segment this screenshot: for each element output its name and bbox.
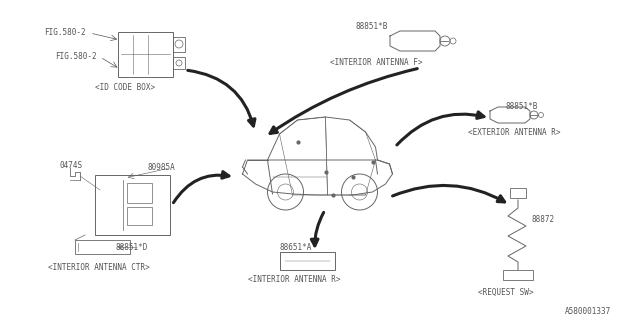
Text: <ID CODE BOX>: <ID CODE BOX>	[95, 83, 155, 92]
FancyArrowPatch shape	[311, 212, 324, 246]
Text: <INTERIOR ANTENNA R>: <INTERIOR ANTENNA R>	[248, 275, 340, 284]
Text: 88872: 88872	[532, 215, 555, 224]
Text: 88851*B: 88851*B	[355, 22, 387, 31]
Text: FIG.580-2: FIG.580-2	[44, 28, 86, 37]
Text: <INTERIOR ANTENNA F>: <INTERIOR ANTENNA F>	[330, 58, 422, 67]
Text: 88851*D: 88851*D	[115, 243, 147, 252]
Text: 88851*B: 88851*B	[505, 102, 538, 111]
Text: <EXTERIOR ANTENNA R>: <EXTERIOR ANTENNA R>	[468, 128, 561, 137]
FancyArrowPatch shape	[173, 172, 229, 203]
Text: <INTERIOR ANTENNA CTR>: <INTERIOR ANTENNA CTR>	[48, 263, 150, 272]
FancyArrowPatch shape	[188, 70, 255, 126]
Text: FIG.580-2: FIG.580-2	[55, 52, 97, 61]
Text: A580001337: A580001337	[565, 307, 611, 316]
FancyArrowPatch shape	[397, 112, 484, 145]
Text: 88651*A: 88651*A	[280, 243, 312, 252]
Text: 0474S: 0474S	[60, 161, 83, 170]
FancyArrowPatch shape	[270, 68, 417, 133]
Text: <REQUEST SW>: <REQUEST SW>	[478, 288, 534, 297]
FancyArrowPatch shape	[392, 185, 504, 202]
Text: 80985A: 80985A	[148, 163, 176, 172]
